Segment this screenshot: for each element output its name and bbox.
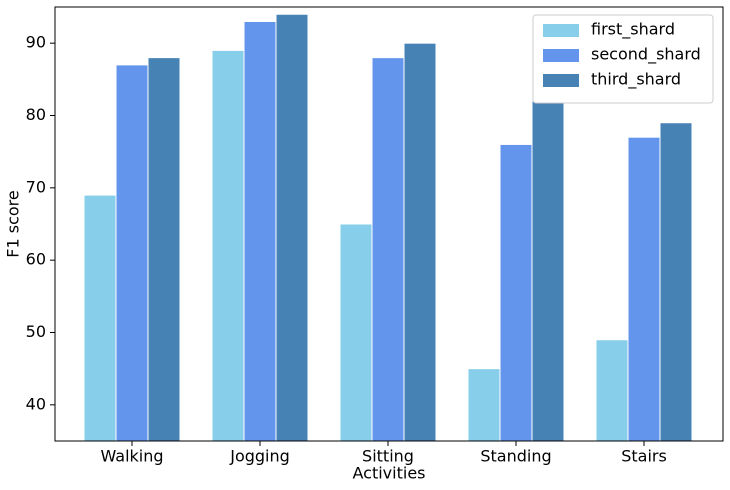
legend-label: second_shard bbox=[591, 45, 701, 65]
bar bbox=[243, 20, 277, 442]
bar bbox=[659, 122, 693, 442]
y-tick-label: 80 bbox=[26, 105, 46, 124]
bar bbox=[147, 57, 181, 442]
bar bbox=[627, 136, 661, 442]
x-tick-label: Jogging bbox=[229, 447, 290, 466]
bar bbox=[499, 143, 533, 442]
legend-label: first_shard bbox=[591, 20, 675, 40]
bar bbox=[467, 368, 501, 442]
y-tick-label: 60 bbox=[26, 250, 46, 269]
bar bbox=[595, 339, 629, 442]
x-tick-label: Stairs bbox=[621, 447, 667, 466]
x-tick-label: Standing bbox=[480, 447, 551, 466]
plot-frame bbox=[54, 6, 724, 442]
legend-swatch bbox=[543, 49, 579, 62]
legend-label: third_shard bbox=[591, 70, 681, 90]
bar bbox=[211, 49, 245, 442]
bar bbox=[275, 13, 309, 442]
bar bbox=[403, 42, 437, 442]
y-tick-label: 50 bbox=[26, 322, 46, 341]
y-tick-label: 70 bbox=[26, 177, 46, 196]
bar bbox=[83, 194, 117, 442]
bar bbox=[339, 223, 373, 442]
legend-swatch bbox=[543, 74, 579, 87]
y-axis-label: F1 score bbox=[4, 190, 23, 257]
x-tick-label: Walking bbox=[100, 447, 163, 466]
bar bbox=[531, 100, 565, 442]
x-axis-label: Activities bbox=[353, 464, 426, 483]
bar bbox=[371, 57, 405, 442]
legend-swatch bbox=[543, 24, 579, 37]
x-tick-label: Sitting bbox=[362, 447, 414, 466]
y-tick-label: 40 bbox=[26, 394, 46, 413]
y-tick-label: 90 bbox=[26, 33, 46, 52]
bar bbox=[115, 64, 149, 442]
